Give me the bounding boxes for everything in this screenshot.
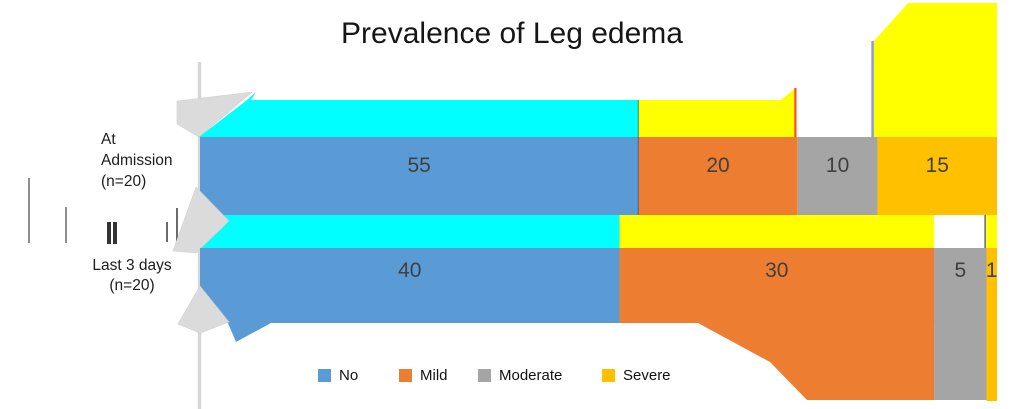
segment-value-label: 30 bbox=[765, 259, 788, 282]
flow-edge-line bbox=[794, 88, 797, 137]
tick-mark bbox=[166, 222, 168, 242]
legend-label-severe: Severe bbox=[623, 367, 671, 384]
legend-swatch-no bbox=[318, 369, 331, 382]
segment-value-label: 55 bbox=[407, 154, 430, 177]
tick-mark bbox=[176, 208, 178, 241]
row-label-line: (n=20) bbox=[101, 173, 147, 190]
flow-severe-down bbox=[986, 248, 997, 401]
bar-segment-last3days-severe bbox=[986, 248, 997, 323]
flow-mild-down bbox=[698, 323, 935, 400]
legend-swatch-severe bbox=[602, 369, 615, 382]
tick-mark bbox=[107, 222, 111, 244]
legend-item-severe: Severe bbox=[602, 367, 671, 384]
legend-item-no: No bbox=[318, 367, 359, 384]
segment-value-label: 20 bbox=[706, 154, 729, 177]
flow-edge-line bbox=[871, 41, 874, 137]
bar-segment-last3days-moderate bbox=[934, 248, 987, 323]
legend-label-mild: Mild bbox=[420, 367, 448, 384]
row-label-line: Last 3 days bbox=[92, 257, 172, 274]
legend-label-no: No bbox=[339, 367, 359, 384]
row-label-last-3-days: Last 3 days (n=20) bbox=[57, 256, 207, 296]
axis-arrow-decoration bbox=[172, 186, 230, 254]
bar-segment-admission-no bbox=[200, 137, 639, 215]
legend-swatch-mild bbox=[399, 369, 412, 382]
legend-item-moderate: Moderate bbox=[478, 367, 563, 384]
row-label-at-admission: At Admission (n=20) bbox=[101, 129, 173, 192]
segment-separator bbox=[637, 100, 639, 215]
flow-no-into-admission bbox=[199, 92, 639, 137]
flow-no-between-rows bbox=[201, 215, 620, 248]
white-box-edge-line bbox=[984, 215, 986, 248]
row-label-line: Admission bbox=[101, 152, 173, 169]
segment-value-label: 1 bbox=[986, 259, 998, 282]
segment-value-label: 5 bbox=[954, 259, 966, 282]
bar-segment-last3days-mild bbox=[619, 248, 935, 323]
tick-mark bbox=[113, 222, 117, 244]
bar-segment-admission-moderate bbox=[797, 137, 878, 215]
bar-segment-last3days-no bbox=[200, 248, 620, 323]
segment-value-label: 15 bbox=[926, 154, 949, 177]
bar-segment-admission-mild bbox=[638, 137, 798, 215]
legend-item-mild: Mild bbox=[399, 367, 448, 384]
legend-swatch-moderate bbox=[478, 369, 491, 382]
flow-severe-far-right bbox=[986, 215, 997, 248]
segment-value-label: 40 bbox=[398, 259, 421, 282]
segment-value-label: 10 bbox=[826, 154, 849, 177]
tick-mark bbox=[28, 178, 30, 243]
row-label-line: At bbox=[101, 131, 116, 148]
flow-severe-above-mild bbox=[638, 88, 796, 137]
row-label-line: (n=20) bbox=[109, 277, 155, 294]
bar-segment-admission-severe bbox=[877, 137, 997, 215]
legend-label-moderate: Moderate bbox=[499, 367, 563, 384]
flow-no-tail bbox=[228, 323, 271, 342]
tick-mark bbox=[65, 207, 67, 243]
flow-severe-between-rows bbox=[619, 215, 935, 248]
axis-arrow-decoration bbox=[177, 285, 230, 334]
chart-title: Prevalence of Leg edema bbox=[341, 17, 683, 50]
flow-severe-top-right bbox=[874, 3, 997, 137]
